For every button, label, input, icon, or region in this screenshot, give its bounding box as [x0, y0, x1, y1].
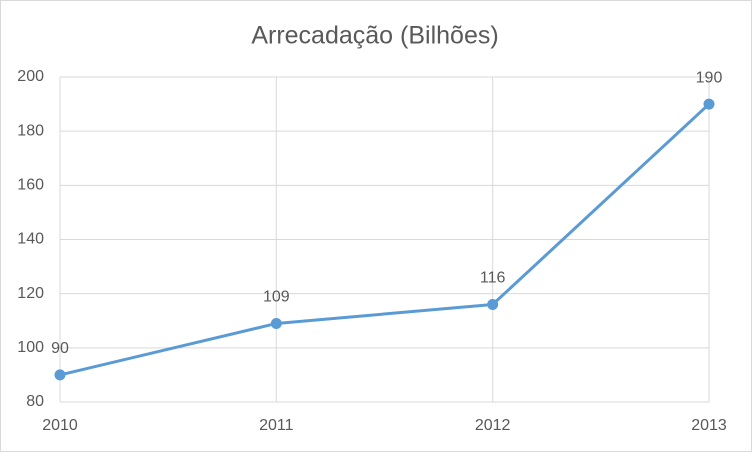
x-tick-label: 2012 — [475, 417, 511, 434]
data-label: 90 — [51, 340, 69, 357]
y-tick-label: 140 — [17, 231, 44, 248]
x-tick-label: 2013 — [691, 417, 727, 434]
data-label: 109 — [263, 289, 290, 306]
data-point — [487, 299, 499, 310]
y-tick-label: 200 — [17, 68, 44, 85]
series-line — [59, 102, 711, 377]
x-tick-label: 2010 — [42, 417, 78, 434]
x-tick-label: 2011 — [259, 417, 294, 434]
data-point — [54, 369, 66, 381]
data-point — [270, 317, 282, 329]
data-label: 116 — [480, 270, 506, 287]
y-tick-label: 160 — [17, 177, 44, 194]
chart-title: Arrecadação (Bilhões) — [251, 22, 498, 50]
y-tick-label: 80 — [26, 393, 44, 410]
data-point — [703, 98, 715, 110]
y-tick-label: 120 — [17, 285, 44, 302]
data-label: 190 — [696, 69, 723, 86]
y-tick-label: 100 — [17, 339, 44, 356]
y-tick-label: 180 — [17, 122, 44, 139]
